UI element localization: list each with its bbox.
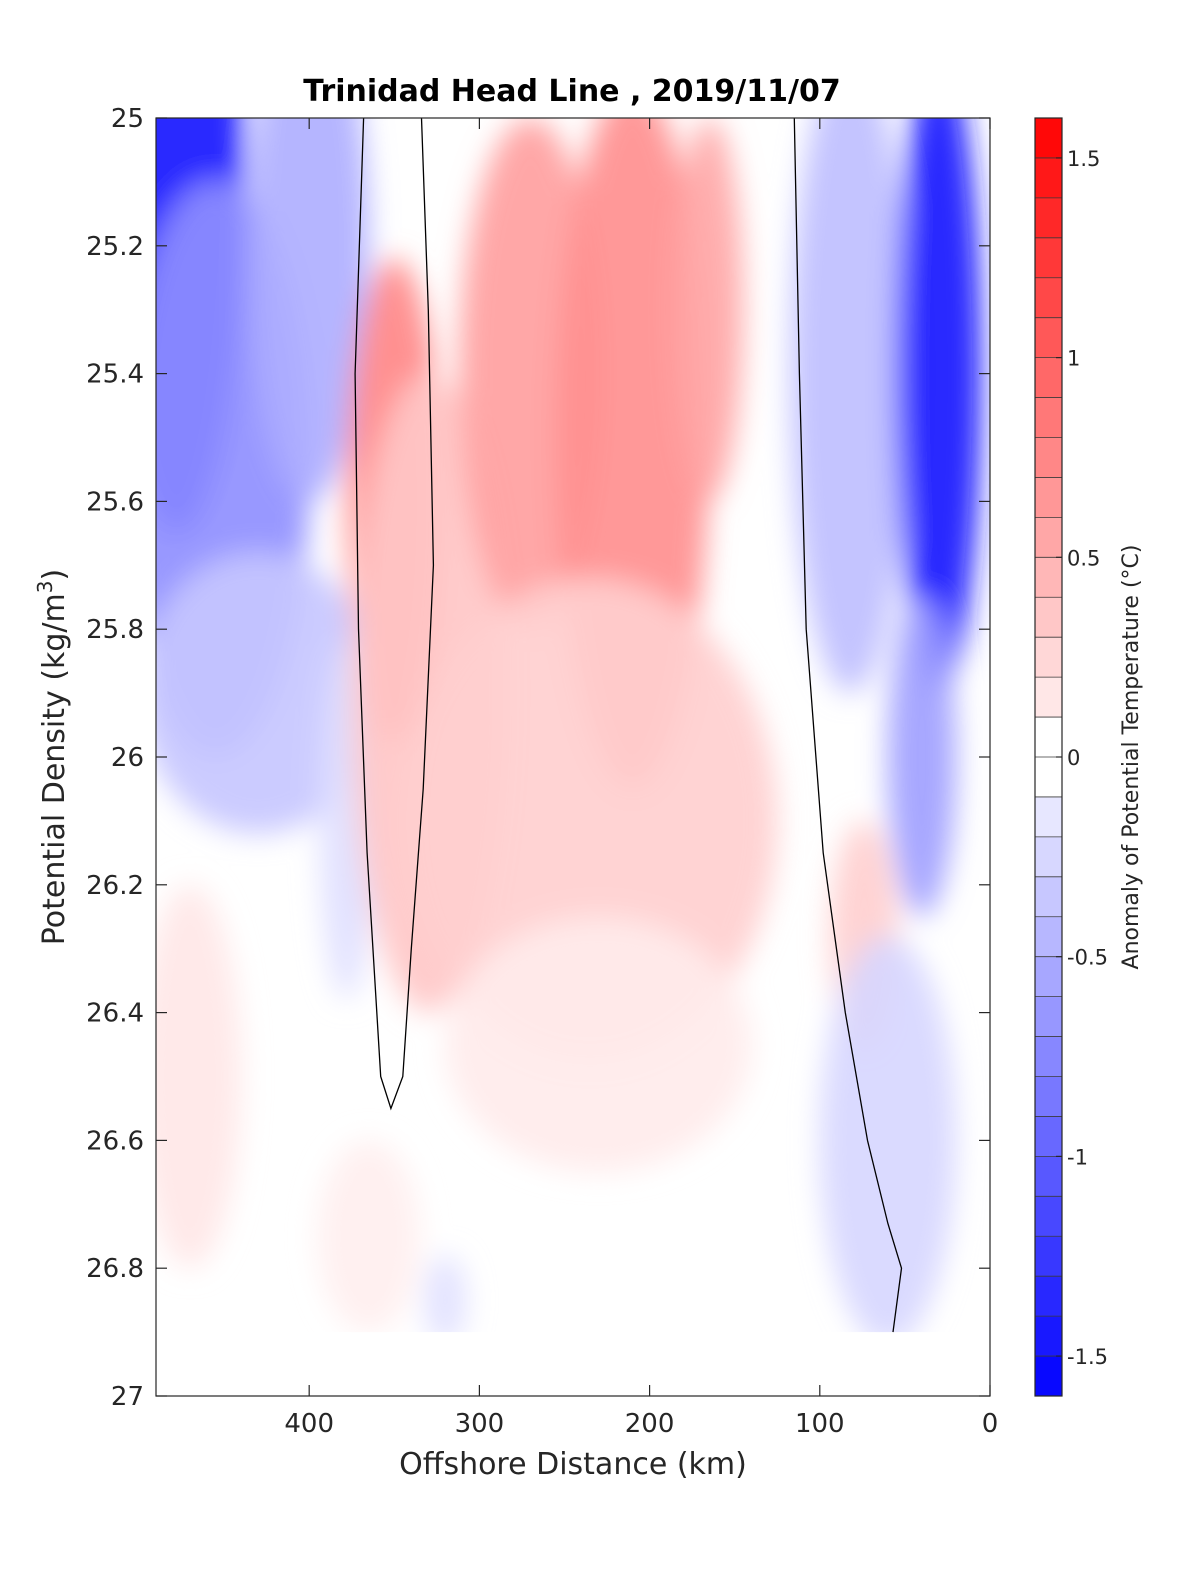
chart-title: Trinidad Head Line , 2019/11/07: [303, 74, 840, 109]
y-tick-label: 25: [111, 104, 144, 134]
colorbar-level: [1035, 956, 1062, 998]
y-tick-label: 26: [111, 743, 144, 773]
colorbar-tick-label: 1.5: [1067, 147, 1100, 171]
anomaly-blob: [675, 118, 744, 502]
colorbar-level: [1035, 1196, 1062, 1237]
x-tick-label: 100: [795, 1409, 845, 1439]
anomaly-blob: [249, 118, 369, 502]
below-data-floor: [156, 1332, 990, 1396]
colorbar-level: [1035, 517, 1062, 558]
x-axis-label: Offshore Distance (km): [399, 1447, 747, 1482]
colorbar-tick-label: -0.5: [1067, 946, 1108, 970]
colorbar-level: [1035, 237, 1062, 279]
colorbar-level: [1035, 1076, 1062, 1117]
colorbar-level: [1035, 597, 1062, 638]
zero-contour: [793, 118, 903, 1333]
colorbar-level: [1035, 1036, 1062, 1077]
x-axis: 400 300 200 100 0: [284, 118, 998, 1439]
colorbar-level: [1035, 277, 1062, 319]
colorbar-level: [1035, 677, 1062, 718]
colorbar-level: [1035, 1316, 1062, 1357]
plot-area: [155, 117, 991, 1397]
colorbar-level: [1035, 637, 1062, 678]
x-tick-label: 0: [982, 1409, 999, 1439]
colorbar-tick-label: 0.5: [1067, 546, 1100, 570]
y-tick-label: 26.8: [86, 1254, 144, 1284]
colorbar-level: [1035, 157, 1062, 199]
anomaly-blob: [819, 935, 956, 1345]
y-tick-label: 26.6: [86, 1126, 144, 1156]
anomaly-blob: [156, 884, 242, 1269]
colorbar-level: [1035, 437, 1062, 478]
y-axis-label-main: Potential Density (kg/m: [37, 593, 72, 945]
colorbar-level: [1035, 557, 1062, 598]
colorbar-level: [1035, 717, 1062, 758]
colorbar-level: [1035, 1156, 1062, 1197]
colorbar-level: [1035, 996, 1062, 1038]
y-tick-label: 26.4: [86, 999, 144, 1029]
y-tick-label: 26.2: [86, 871, 144, 901]
y-axis-label-close: ): [37, 569, 72, 581]
y-tick-label: 25.6: [86, 487, 144, 517]
anomaly-blob: [896, 118, 982, 694]
no-data-region: [156, 1332, 990, 1396]
field-blobs: [156, 118, 982, 1345]
colorbar-level: [1035, 796, 1062, 838]
colorbar-level: [1035, 1116, 1062, 1157]
anomaly-blob: [424, 1255, 466, 1345]
colorbar-level: [1035, 836, 1062, 878]
colorbar-level: [1035, 757, 1062, 798]
y-tick-label: 27: [111, 1382, 144, 1412]
anomaly-blob: [317, 1140, 420, 1333]
y-tick-label: 25.4: [86, 360, 144, 390]
x-tick-label: 200: [625, 1409, 675, 1439]
colorbar-level: [1035, 1236, 1062, 1277]
colorbar-level: [1035, 1276, 1062, 1317]
colorbar-level: [1035, 357, 1062, 399]
colorbar-level: [1035, 197, 1062, 239]
colorbar-tick-label: -1.5: [1067, 1345, 1108, 1369]
anomaly-blob: [445, 916, 752, 1173]
colorbar-level: [1035, 477, 1062, 518]
colorbar-level: [1035, 876, 1062, 918]
y-axis: 25 25.2 25.4 25.6 25.8 26 26.2 26.4 26.6 26.8 27: [86, 104, 990, 1412]
zero-contour: [354, 118, 435, 1111]
colorbar-level: [1035, 118, 1062, 159]
x-tick-label: 300: [455, 1409, 505, 1439]
x-tick-label: 400: [284, 1409, 334, 1439]
zero-contour-lines: [354, 118, 903, 1333]
colorbar-level: [1035, 1356, 1062, 1397]
y-axis-label: Potential Density (kg/m3): [33, 569, 72, 945]
colorbar-level: [1035, 397, 1062, 438]
colorbar-axis: 1.5 1 0.5 0 -0.5 -1 -1.5: [1056, 147, 1108, 1369]
temperature-anomaly-field: [156, 118, 982, 1345]
colorbar-label: Anomaly of Potential Temperature (°C): [1119, 545, 1144, 970]
colorbar-tick-label: 1: [1067, 347, 1080, 371]
y-tick-label: 25.8: [86, 615, 144, 645]
colorbar-tick-label: 0: [1067, 746, 1080, 770]
y-tick-label: 25.2: [86, 232, 144, 262]
colorbar-level: [1035, 916, 1062, 958]
colorbar-level: [1035, 317, 1062, 359]
y-axis-label-superscript: 3: [33, 580, 57, 593]
colorbar-tick-label: -1: [1067, 1145, 1088, 1169]
anomaly-blob: [887, 597, 956, 917]
anomaly-blob: [790, 118, 910, 694]
